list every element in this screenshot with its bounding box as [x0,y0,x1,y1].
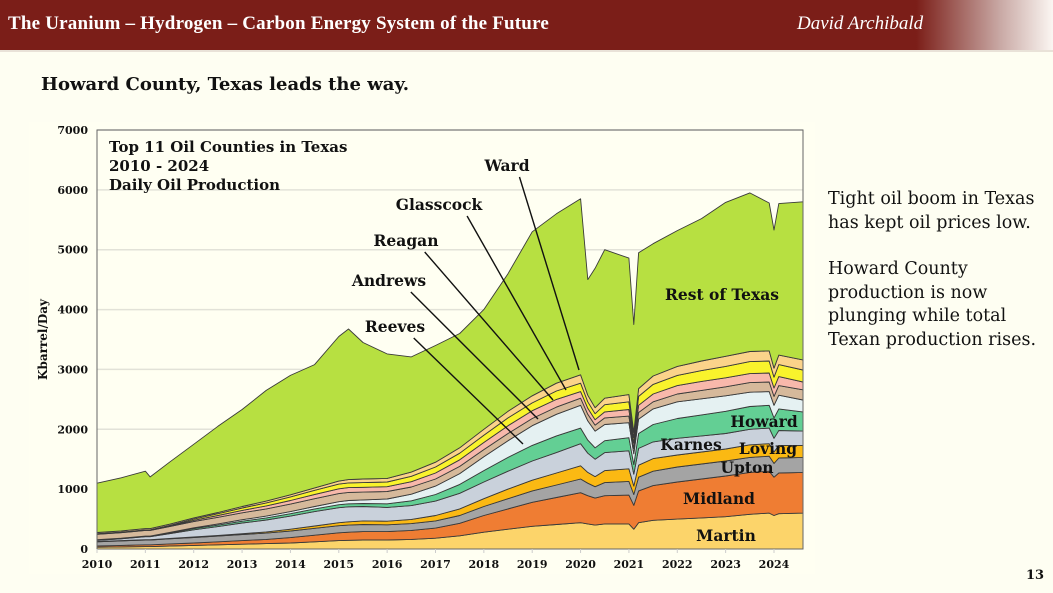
series-label-reeves: Reeves [365,317,425,336]
leader-lines [410,176,580,445]
leader-line-ward [518,176,580,371]
chart-title-line: 2010 - 2024 [109,157,209,175]
leader-line-reagan [424,251,554,401]
series-label-glasscock: Glasscock [396,195,483,214]
page-number: 13 [1026,568,1045,583]
series-label-reagan: Reagan [374,231,439,250]
x-tick-label: 2010 [82,558,113,571]
series-label-upton: Upton [720,458,773,477]
x-tick-label: 2022 [662,558,693,571]
y-tick-label: 1000 [57,483,88,496]
chart-container: 0 1000 2000 3000 4000 5000 6000 7000 2010 2011 20… [29,122,815,574]
commentary-paragraph-1: Tight oil boom in Texas has kept oil pri… [828,189,1035,233]
series-label-andrews: Andrews [351,271,427,290]
y-axis-label: Kbarrel/Day [36,298,50,380]
header-divider [0,50,1053,52]
x-tick-label: 2012 [178,558,209,571]
author-name: David Archibald [797,13,924,34]
leader-line-glasscock [466,215,567,391]
x-tick-label: 2020 [565,558,596,571]
series-label-midland: Midland [683,489,755,508]
y-tick-label: 0 [80,543,88,556]
x-tick-label: 2024 [759,558,790,571]
x-tick-label: 2019 [517,558,548,571]
series-label-karnes: Karnes [660,435,722,454]
x-tick-label: 2016 [372,558,403,571]
series-label-loving: Loving [739,439,797,458]
x-tick-label: 2013 [227,558,258,571]
commentary-paragraph-2: Howard County production is now plunging… [828,259,1037,350]
slide-subtitle: Howard County, Texas leads the way. [41,74,410,95]
series-label-ward: Ward [483,156,529,175]
y-tick-label: 2000 [57,423,88,436]
presentation-title: The Uranium – Hydrogen – Carbon Energy S… [8,13,549,34]
y-tick-label: 3000 [57,363,88,376]
x-tick-label: 2021 [614,558,645,571]
x-tick-label: 2017 [420,558,451,571]
x-axis-ticks: 2010 2011 2012 2013 2014 2015 2016 2017 2018 2019… [82,549,790,571]
chart-title-line: Top 11 Oil Counties in Texas [109,138,347,156]
y-tick-label: 5000 [57,244,88,257]
series-labels: Rest of Texas Ward Glasscock Reagan Andrews R… [351,156,798,545]
y-tick-label: 6000 [57,184,88,197]
series-label-martin: Martin [696,526,756,545]
x-tick-label: 2018 [469,558,500,571]
x-tick-label: 2015 [323,558,354,571]
leader-line-reeves [413,337,524,445]
plot-frame [96,129,804,550]
header-banner: The Uranium – Hydrogen – Carbon Energy S… [0,0,1053,50]
side-commentary: Tight oil boom in Texas has kept oil pri… [828,188,1053,375]
leader-line-andrews [410,291,539,420]
x-tick-label: 2011 [130,558,161,571]
chart-title-line: Daily Oil Production [109,176,280,194]
y-tick-label: 4000 [57,304,88,317]
y-axis-ticks: 0 1000 2000 3000 4000 5000 6000 7000 [57,124,88,556]
series-label-howard: Howard [730,412,798,431]
y-tick-label: 7000 [57,124,88,137]
x-tick-label: 2014 [275,558,306,571]
series-label-rest-of-texas: Rest of Texas [665,285,779,304]
x-tick-label: 2023 [710,558,741,571]
